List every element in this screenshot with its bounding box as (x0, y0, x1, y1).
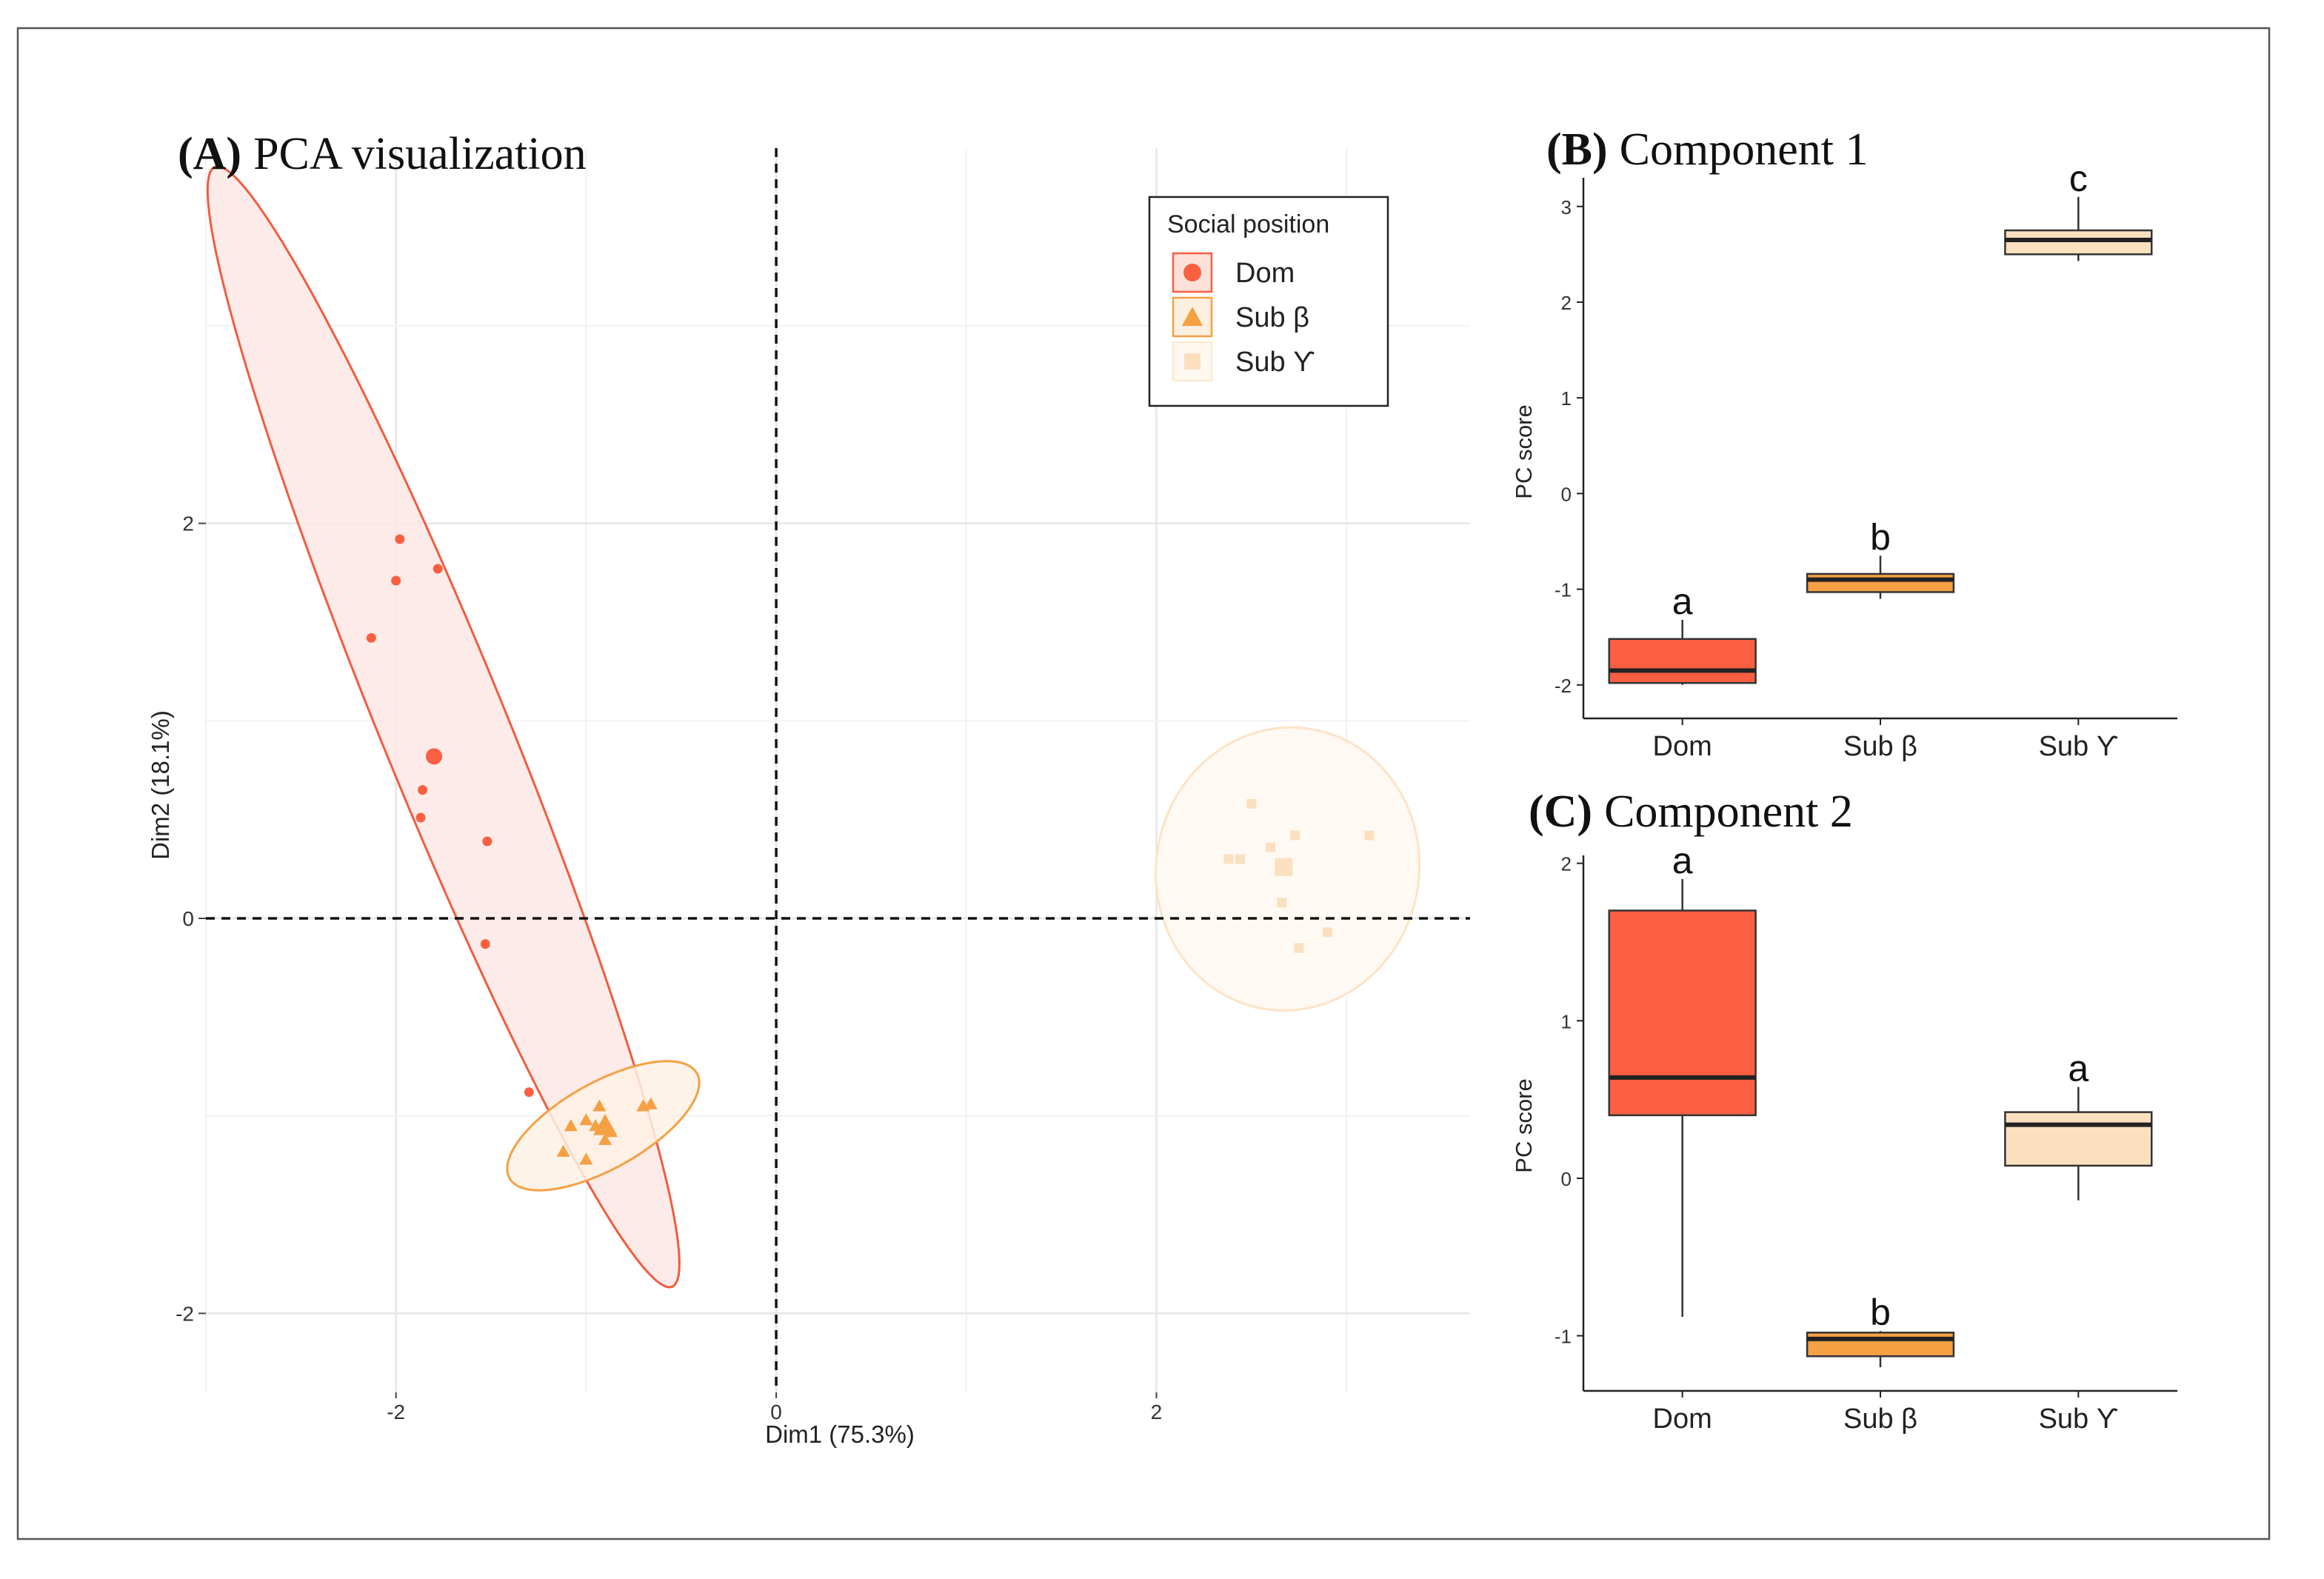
pca-legend: Social position Dom Sub β Sub ϒ (1148, 196, 1389, 407)
confidence-ellipse-dom (206, 164, 681, 1289)
point-sub-beta (579, 1113, 593, 1126)
panel-b-y-axis-label: PC score (1511, 404, 1537, 498)
point-dom (524, 1087, 534, 1098)
point-sub-beta (564, 1119, 578, 1132)
x-tick-label-sub-ϒ: Sub ϒ (2039, 1403, 2119, 1435)
point-dom (433, 564, 443, 574)
pca-y-tick-label: 2 (182, 513, 194, 535)
component-1-boxplot: 3 2 1 0 -1 -2 Dom a Sub β b Sub ϒ c (1555, 158, 2177, 762)
panel-b-title: (B) Component 1 (1546, 124, 1868, 175)
legend-label-sub-gamma: Sub ϒ (1235, 347, 1315, 378)
significance-letter-sub-β: b (1870, 1292, 1891, 1333)
legend-square-icon (1184, 353, 1201, 370)
panel-b-title-text: Component 1 (1620, 124, 1869, 175)
panel-b: (B) Component 1 PC score 3 2 1 0 -1 -2 Dom a Sub … (1511, 124, 2177, 762)
y-tick-label: 1 (1561, 387, 1572, 410)
figure-border (16, 27, 2271, 1540)
point-dom (480, 939, 490, 949)
x-tick-label-sub-β: Sub β (1843, 1403, 1917, 1435)
x-tick-label-sub-β: Sub β (1843, 731, 1917, 762)
x-tick-label-dom: Dom (1653, 731, 1712, 762)
point-dom (366, 632, 376, 643)
box-sub-ϒ (2004, 229, 2153, 256)
y-tick-label: -1 (1555, 1326, 1572, 1348)
point-sub-gamma (1290, 830, 1300, 841)
y-tick-label: 0 (1561, 483, 1572, 505)
panel-c-title-text: Component 2 (1604, 787, 1853, 837)
point-sub-gamma (1246, 798, 1257, 809)
point-dom (482, 836, 492, 847)
significance-letter-dom: a (1672, 581, 1693, 622)
point-sub-gamma (1265, 842, 1275, 852)
point-sub-beta (598, 1132, 612, 1145)
panel-c-title-tag: (C) (1529, 787, 1592, 837)
component-2-boxplot: 2 1 0 -1 Dom a Sub β b Sub ϒ a (1555, 840, 2177, 1435)
point-sub-beta (644, 1097, 658, 1109)
box-sub-β (1806, 1332, 1955, 1358)
point-sub-beta (556, 1144, 570, 1157)
panel-a-title-tag: (A) (178, 129, 241, 179)
centroid-sub-beta (593, 1114, 618, 1135)
y-tick-label: -1 (1555, 579, 1572, 601)
legend-title: Social position (1167, 210, 1329, 238)
point-sub-beta (579, 1152, 593, 1165)
x-tick-label-dom: Dom (1653, 1403, 1712, 1435)
y-tick-label: 2 (1561, 292, 1572, 314)
x-tick-label-sub-ϒ: Sub ϒ (2039, 731, 2119, 762)
pca-x-tick-label: 0 (770, 1401, 782, 1423)
significance-letter-sub-ϒ: a (2068, 1048, 2088, 1089)
pca-points (366, 534, 1375, 1165)
significance-letter-dom: a (1672, 840, 1693, 881)
legend-label-sub-beta: Sub β (1235, 302, 1309, 333)
point-dom (391, 575, 401, 586)
y-tick-label: 1 (1561, 1010, 1572, 1032)
pca-reference-lines (206, 148, 1470, 1392)
pca-y-tick-label: -2 (176, 1302, 194, 1325)
legend-label-dom: Dom (1235, 258, 1295, 289)
point-dom (415, 812, 426, 823)
panel-c-title: (C) Component 2 (1529, 787, 1853, 837)
pca-x-tick-label: 2 (1151, 1401, 1163, 1423)
panel-c-y-axis-label: PC score (1511, 1078, 1537, 1172)
box-sub-ϒ (2004, 1111, 2153, 1167)
legend-triangle-icon (1182, 307, 1203, 326)
point-sub-gamma (1322, 927, 1332, 938)
pca-axes: -2 0 2 -2 0 2 (176, 513, 1162, 1423)
box-dom (1608, 638, 1757, 684)
panel-c: (C) Component 2 PC score 2 1 0 -1 Dom a Sub β b S… (1511, 787, 2177, 1435)
point-dom (395, 534, 405, 544)
y-tick-label: 3 (1561, 196, 1572, 218)
point-dom (418, 785, 428, 795)
panel-a: -2 0 2 -2 0 2 (A) PCA visualization Dim1 (75.3… (147, 129, 1470, 1448)
significance-letter-sub-β: b (1870, 516, 1891, 558)
point-sub-gamma (1294, 943, 1304, 953)
legend-circle-icon (1183, 264, 1201, 281)
box-dom (1608, 909, 1757, 1117)
y-tick-label: 0 (1561, 1168, 1572, 1190)
panel-b-title-tag: (B) (1546, 124, 1608, 175)
centroid-dom (426, 748, 443, 765)
y-tick-label: 2 (1561, 853, 1572, 875)
pca-y-axis-label: Dim2 (18.1%) (147, 710, 174, 860)
point-sub-beta (592, 1099, 607, 1112)
point-sub-gamma (1223, 854, 1234, 864)
point-sub-gamma (1364, 830, 1375, 841)
point-sub-gamma (1277, 898, 1287, 908)
point-sub-gamma (1235, 854, 1245, 864)
significance-letter-sub-ϒ: c (2069, 158, 2088, 199)
pca-x-tick-label: -2 (387, 1401, 405, 1423)
y-tick-label: -2 (1555, 675, 1572, 697)
panel-a-title: (A) PCA visualization (178, 129, 587, 179)
centroid-sub-gamma (1275, 858, 1293, 876)
box-sub-β (1806, 572, 1955, 593)
pca-y-tick-label: 0 (182, 907, 194, 930)
pca-x-axis-label: Dim1 (75.3%) (765, 1421, 915, 1448)
panel-a-title-text: PCA visualization (253, 129, 587, 179)
